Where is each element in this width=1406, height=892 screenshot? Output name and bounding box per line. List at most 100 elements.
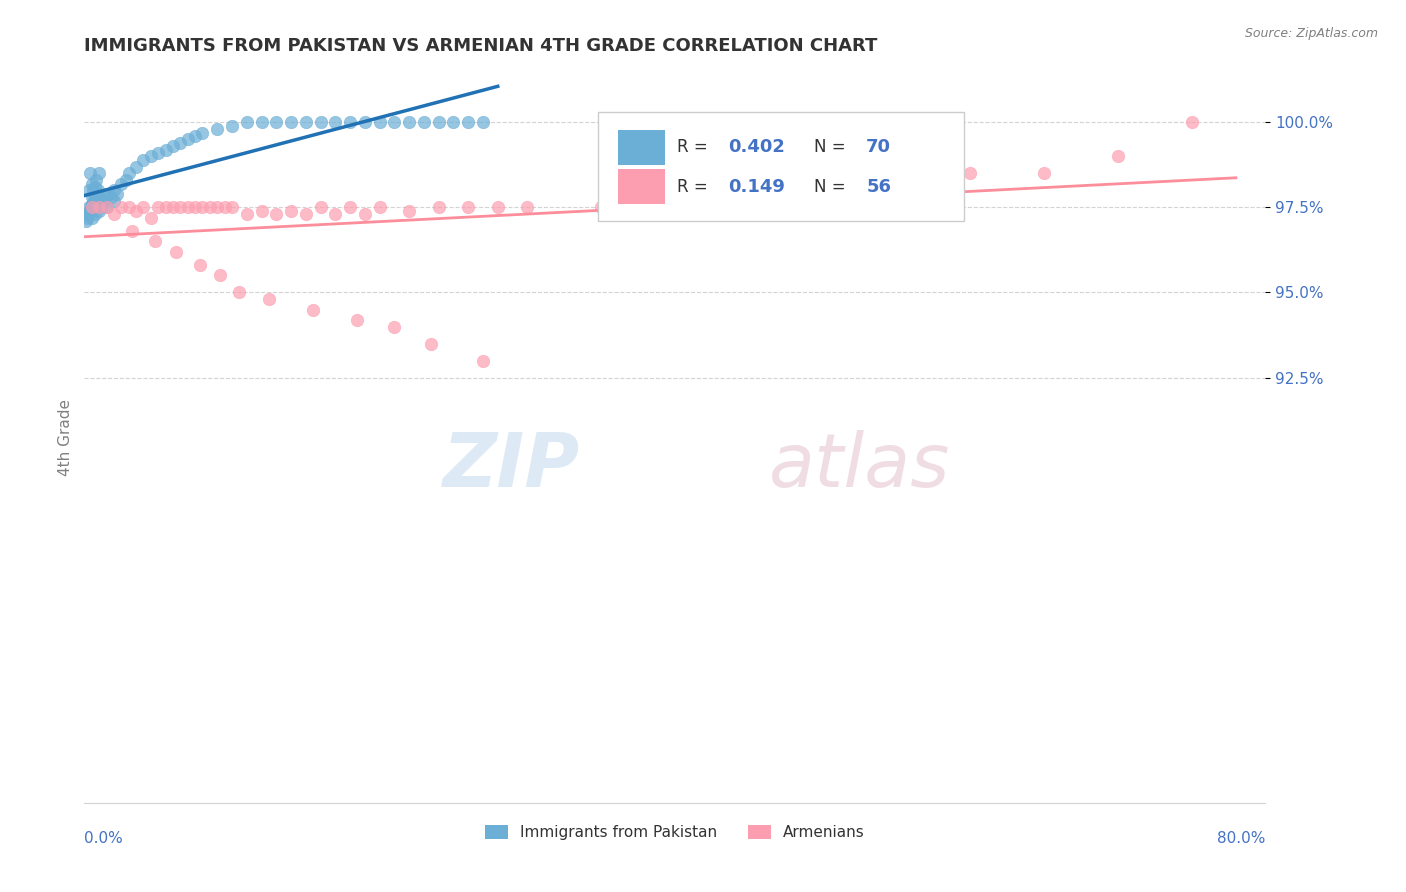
Point [79, 203, 101, 218]
Point [83, 207, 105, 221]
Point [94, 190, 117, 204]
Point [959, 166, 981, 180]
Point [118, 201, 141, 215]
Point [139, 211, 162, 225]
Bar [619, 130, 665, 165]
Text: Source: ZipAtlas.com: Source: ZipAtlas.com [1244, 27, 1378, 40]
Point [191, 201, 214, 215]
Point [384, 115, 406, 129]
Point [86, 197, 108, 211]
Point [236, 115, 259, 129]
Point [96, 201, 118, 215]
FancyBboxPatch shape [598, 112, 965, 221]
Point [139, 149, 162, 163]
Point [143, 235, 166, 249]
Point [384, 319, 406, 334]
Point [472, 115, 495, 129]
Point [191, 126, 214, 140]
Point [266, 115, 288, 129]
Point [84, 190, 107, 204]
Text: 0.149: 0.149 [728, 178, 785, 196]
Point [302, 302, 325, 317]
Point [125, 203, 148, 218]
Point [309, 115, 332, 129]
Point [132, 153, 155, 167]
Text: atlas: atlas [769, 430, 950, 502]
Text: R =: R = [678, 178, 713, 196]
Point [75, 214, 97, 228]
Text: 0.0%: 0.0% [84, 830, 124, 846]
Point [221, 201, 243, 215]
Legend: Immigrants from Pakistan, Armenians: Immigrants from Pakistan, Armenians [479, 819, 870, 847]
Point [83, 194, 105, 208]
Point [77, 183, 100, 197]
Point [103, 194, 125, 208]
Point [228, 285, 250, 300]
Point [110, 177, 132, 191]
Point [295, 115, 318, 129]
Point [339, 201, 361, 215]
Point [266, 207, 288, 221]
Point [811, 190, 834, 204]
Point [80, 201, 103, 215]
Point [155, 143, 177, 157]
Point [207, 201, 229, 215]
Point [80, 190, 103, 204]
Bar [619, 169, 665, 204]
Point [457, 201, 479, 215]
Point [1033, 166, 1056, 180]
Point [110, 201, 132, 215]
Point [148, 146, 170, 161]
Point [457, 115, 479, 129]
Point [79, 166, 101, 180]
Point [84, 173, 107, 187]
Point [354, 115, 377, 129]
Point [516, 201, 538, 215]
Point [87, 203, 111, 218]
Point [77, 201, 100, 215]
Point [886, 183, 908, 197]
Point [184, 128, 207, 143]
Point [82, 183, 104, 197]
Text: 56: 56 [866, 178, 891, 196]
Point [354, 207, 377, 221]
Point [398, 115, 420, 129]
Point [184, 201, 207, 215]
Point [738, 194, 761, 208]
Point [148, 201, 170, 215]
Point [346, 312, 368, 326]
Point [165, 244, 187, 259]
Text: IMMIGRANTS FROM PAKISTAN VS ARMENIAN 4TH GRADE CORRELATION CHART: IMMIGRANTS FROM PAKISTAN VS ARMENIAN 4TH… [84, 37, 877, 54]
Point [77, 207, 100, 221]
Point [125, 160, 148, 174]
Text: 70: 70 [866, 138, 891, 156]
Point [221, 119, 243, 133]
Point [82, 201, 104, 215]
Point [121, 224, 143, 238]
Point [100, 190, 122, 204]
Point [325, 207, 347, 221]
Point [93, 194, 115, 208]
Point [214, 201, 236, 215]
Point [398, 203, 420, 218]
Point [103, 183, 125, 197]
Text: N =: N = [814, 178, 851, 196]
Text: 80.0%: 80.0% [1218, 830, 1265, 846]
Point [198, 201, 221, 215]
Point [309, 201, 332, 215]
Point [250, 115, 273, 129]
Point [1181, 115, 1204, 129]
Y-axis label: 4th Grade: 4th Grade [58, 399, 73, 475]
Point [1107, 149, 1129, 163]
Point [169, 136, 191, 150]
Point [169, 201, 191, 215]
Point [427, 115, 450, 129]
Point [162, 139, 184, 153]
Point [87, 201, 111, 215]
Text: R =: R = [678, 138, 713, 156]
Point [91, 197, 114, 211]
Point [325, 115, 347, 129]
Point [86, 186, 108, 201]
Point [105, 186, 128, 201]
Point [368, 115, 391, 129]
